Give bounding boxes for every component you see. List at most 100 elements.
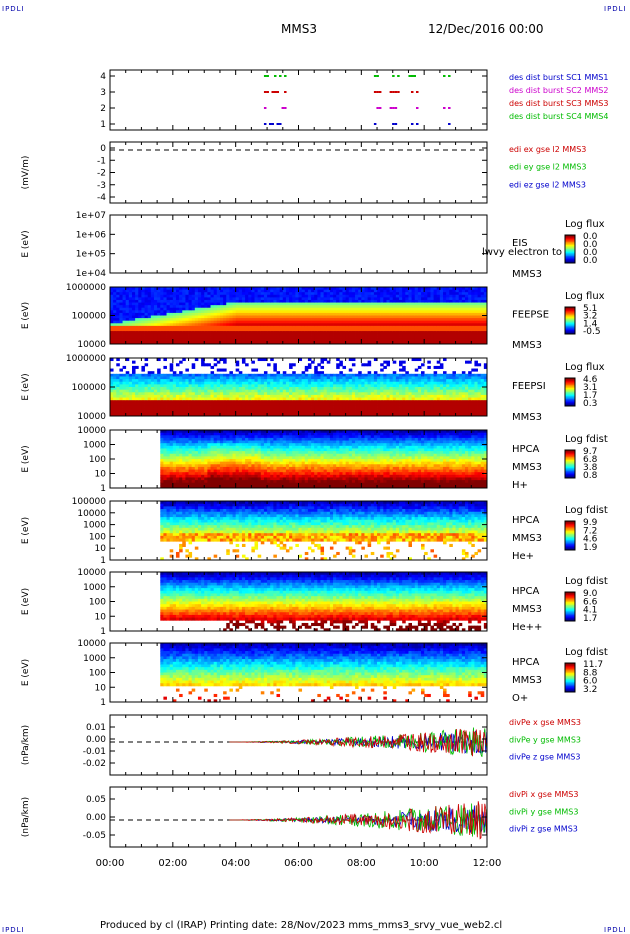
heatmap-cell [408, 387, 412, 391]
heatmap-cell [270, 292, 274, 296]
heatmap-cell [282, 387, 287, 391]
heatmap-cell [405, 318, 409, 322]
heatmap-cell [405, 328, 409, 332]
heatmap-cell [216, 336, 221, 340]
heatmap-cell [361, 341, 365, 344]
heatmap-cell [125, 294, 130, 298]
heatmap-cell [408, 312, 412, 316]
heatmap-cell [433, 333, 438, 337]
heatmap-cell [166, 328, 171, 332]
heatmap-cell [157, 315, 161, 319]
heatmap-cell [351, 341, 356, 344]
heatmap-cell [430, 333, 434, 337]
heatmap-cell [320, 325, 325, 329]
heatmap-cell [314, 413, 318, 416]
heatmap-cell [355, 328, 359, 332]
instrument-label: MMS3 [512, 269, 542, 280]
heatmap-cell [185, 400, 189, 404]
heatmap-cell [229, 297, 233, 301]
heatmap-cell [402, 338, 406, 342]
heatmap-cell [395, 312, 400, 316]
heatmap-cell [480, 294, 485, 298]
heatmap-cell [169, 384, 174, 388]
heatmap-cell [367, 384, 372, 388]
heatmap-cell [364, 392, 369, 396]
heatmap-cell [285, 289, 290, 293]
heatmap-cell [254, 312, 259, 316]
heatmap-cell [260, 341, 265, 344]
heatmap-cell [191, 392, 196, 396]
heatmap-cell [336, 405, 340, 409]
heatmap-cell [380, 297, 384, 301]
heatmap-cell [185, 305, 189, 309]
heatmap-cell [276, 394, 281, 398]
heatmap-cell [110, 376, 114, 380]
heatmap-cell [427, 381, 431, 385]
heatmap-cell [326, 328, 331, 332]
heatmap-cell [289, 400, 293, 404]
heatmap-cell [411, 292, 416, 296]
heatmap-cell [147, 381, 152, 385]
heatmap-cell [345, 289, 350, 293]
heatmap-cell [248, 402, 252, 406]
heatmap-cell [267, 336, 271, 340]
heatmap-cell [427, 305, 431, 309]
heatmap-cell [295, 325, 299, 329]
burst-mark [397, 91, 400, 93]
heatmap-cell [119, 368, 123, 372]
heatmap-cell [197, 338, 202, 342]
heatmap-cell [128, 341, 133, 344]
heatmap-cell [392, 292, 397, 296]
heatmap-cell [157, 358, 161, 362]
heatmap-cell [191, 400, 196, 404]
heatmap-cell [279, 289, 284, 293]
heatmap-cell [380, 379, 384, 383]
heatmap-cell [436, 289, 441, 293]
heatmap-cell [477, 320, 482, 324]
heatmap-cell [267, 294, 271, 298]
heatmap-cell [119, 331, 123, 335]
heatmap-cell [311, 410, 315, 414]
heatmap-cell [273, 299, 277, 303]
heatmap-cell [339, 302, 343, 306]
heatmap-cell [188, 297, 193, 301]
heatmap-cell [468, 341, 472, 344]
heatmap-cell [273, 294, 277, 298]
heatmap-cell [389, 408, 394, 412]
burst-mark [284, 91, 287, 93]
heatmap-cell [141, 294, 145, 298]
heatmap-cell [144, 400, 149, 404]
heatmap-cell [125, 341, 130, 344]
heatmap-cell [348, 376, 353, 380]
heatmap-cell [179, 341, 183, 344]
heatmap-cell [358, 297, 362, 301]
heatmap-cell [348, 402, 353, 406]
heatmap-cell [421, 320, 425, 324]
heatmap-cell [417, 305, 422, 309]
heatmap-cell [380, 331, 384, 335]
heatmap-cell [179, 320, 183, 324]
heatmap-cell [329, 315, 334, 319]
heatmap-cell [270, 376, 274, 380]
heatmap-cell [172, 323, 177, 327]
heatmap-cell [122, 333, 127, 337]
heatmap-cell [433, 397, 438, 401]
heatmap-cell [301, 312, 306, 316]
heatmap-cell [131, 410, 136, 414]
heatmap-cell [298, 289, 303, 293]
heatmap-cell [358, 287, 362, 290]
heatmap-cell [110, 402, 114, 406]
heatmap-cell [197, 325, 202, 329]
heatmap-cell [424, 307, 428, 311]
heatmap-cell [147, 394, 152, 398]
heatmap-cell [210, 325, 215, 329]
heatmap-cell [386, 294, 391, 298]
heatmap-cell [260, 358, 265, 362]
heatmap-cell [311, 328, 315, 332]
heatmap-cell [229, 392, 233, 396]
burst-mark [373, 75, 377, 77]
heatmap-cell [163, 392, 167, 396]
heatmap-cell [204, 336, 208, 340]
heatmap-cell [355, 397, 359, 401]
heatmap-cell [430, 389, 434, 393]
